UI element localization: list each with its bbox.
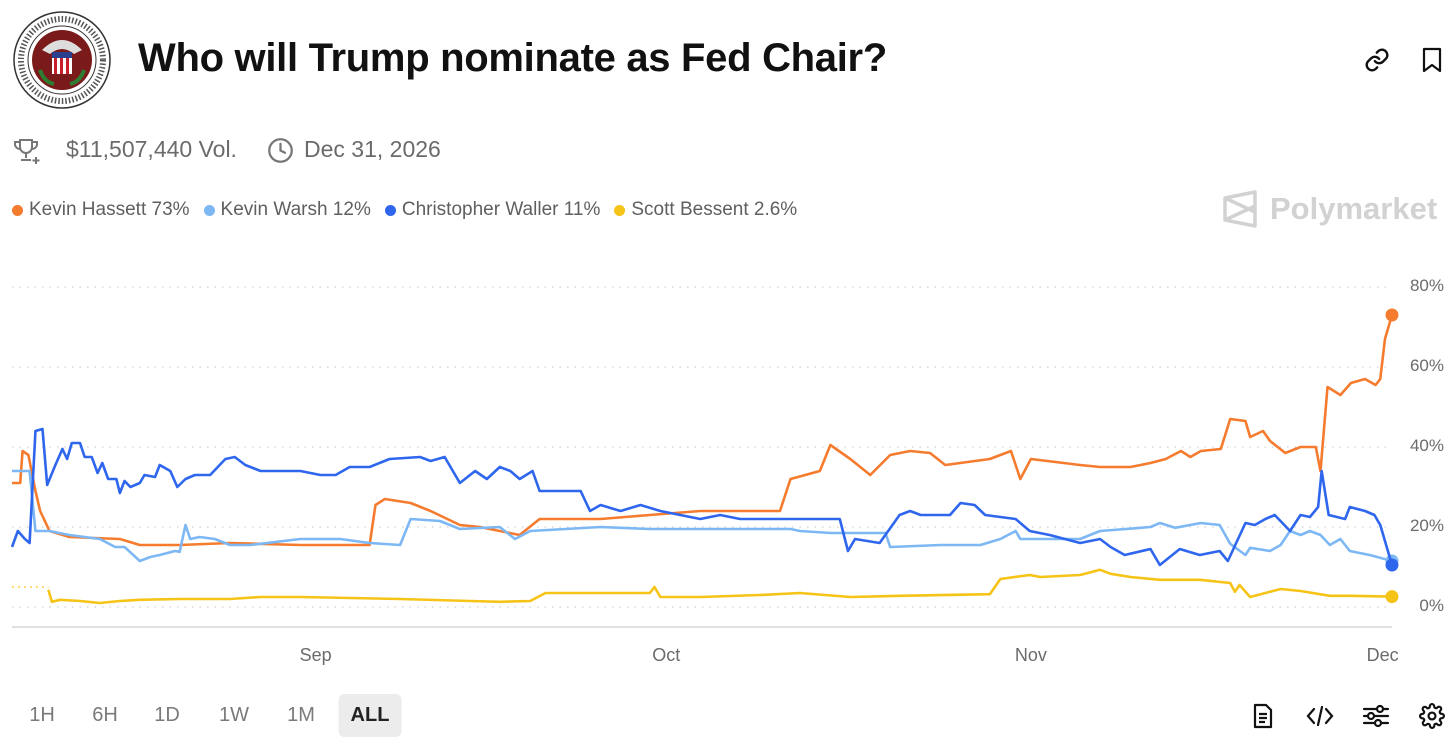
trophy-icon xyxy=(12,137,42,170)
volume-text: $11,507,440 Vol. xyxy=(66,136,237,162)
y-tick-label: 80% xyxy=(1409,276,1444,295)
time-range-6h[interactable]: 6H xyxy=(92,704,118,726)
legend-label: Christopher Waller 11% xyxy=(401,199,601,220)
fed-seal-logo xyxy=(12,10,112,110)
x-tick-label: Nov xyxy=(1014,645,1047,665)
y-tick-label: 60% xyxy=(1409,356,1444,375)
y-tick-label: 40% xyxy=(1409,436,1444,455)
sliders-icon[interactable] xyxy=(1362,704,1390,733)
bookmark-icon[interactable] xyxy=(1420,46,1444,79)
time-range-1w[interactable]: 1W xyxy=(219,704,249,726)
x-tick-label: Sep xyxy=(299,645,332,665)
series-end-dot-kevin-hassett xyxy=(1385,308,1399,322)
time-range-1h[interactable]: 1H xyxy=(29,704,55,726)
series-line-scott-bessent xyxy=(47,568,1393,605)
series-line-kevin-warsh xyxy=(12,469,1393,563)
polymarket-logo-icon xyxy=(1223,190,1257,228)
time-range-1d[interactable]: 1D xyxy=(154,704,180,726)
page-title: Who will Trump nominate as Fed Chair? xyxy=(138,36,887,80)
legend-item-hassett: Kevin Hassett 73% xyxy=(12,199,190,221)
embed-code-icon[interactable] xyxy=(1306,704,1334,733)
time-range-all[interactable]: ALL xyxy=(338,694,402,737)
link-icon[interactable] xyxy=(1364,47,1390,78)
series-line-kevin-hassett xyxy=(12,314,1394,547)
legend-label: Scott Bessent 2.6% xyxy=(631,199,798,220)
legend-dot xyxy=(203,204,215,216)
polymarket-watermark: Polymarket xyxy=(1222,190,1437,228)
legend-dot xyxy=(384,204,396,216)
document-icon[interactable] xyxy=(1251,703,1275,734)
series-line-christopher-waller xyxy=(10,427,1394,567)
chart-legend: Kevin Hassett 73% Kevin Warsh 12% Christ… xyxy=(12,199,797,221)
brand-name: Polymarket xyxy=(1270,191,1438,226)
legend-dot xyxy=(614,204,626,216)
time-range-1m[interactable]: 1M xyxy=(287,704,315,726)
series-end-dot-christopher-waller xyxy=(1385,558,1399,572)
y-tick-label: 20% xyxy=(1409,516,1444,535)
legend-item-waller: Christopher Waller 11% xyxy=(384,199,601,221)
legend-item-warsh: Kevin Warsh 12% xyxy=(203,199,371,221)
legend-label: Kevin Warsh 12% xyxy=(220,199,371,220)
x-tick-label: Oct xyxy=(652,645,681,665)
y-tick-label: 0% xyxy=(1419,596,1444,615)
series-end-dot-scott-bessent xyxy=(1385,590,1399,604)
settings-gear-icon[interactable] xyxy=(1419,703,1445,734)
end-date-text: Dec 31, 2026 xyxy=(304,136,441,162)
x-tick-label: Dec xyxy=(1366,645,1399,665)
clock-icon xyxy=(267,137,294,169)
legend-label: Kevin Hassett 73% xyxy=(29,199,190,220)
legend-item-bessent: Scott Bessent 2.6% xyxy=(614,199,797,221)
legend-dot xyxy=(12,204,23,216)
